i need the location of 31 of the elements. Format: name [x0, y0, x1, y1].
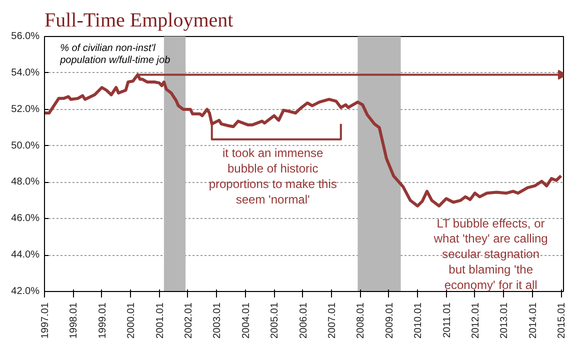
chart-title: Full-Time Employment	[44, 10, 234, 32]
y-tick-label: 44.0%	[11, 250, 40, 261]
x-tick-label: 1997.01	[40, 302, 51, 339]
x-tick-label: 2014.01	[528, 302, 539, 339]
annotation: % of civilian non-inst'l population w/full-time job	[59, 42, 171, 66]
annotation: LT bubble effects, or what 'they' are calling secular stagnation but blaming 'the economy' for it all	[432, 216, 548, 292]
x-tick-label: 2011.01	[442, 302, 453, 338]
x-tick-label: 2001.01	[154, 302, 166, 339]
x-tick-label: 2012.01	[470, 302, 482, 339]
y-tick-label: 52.0%	[11, 104, 40, 115]
y-tick-label: 50.0%	[11, 140, 40, 152]
x-tick-label: 1998.01	[68, 302, 80, 339]
annotation: it took an immense bubble of historic proportions to make this seem 'normal'	[208, 146, 337, 206]
x-tick-label: 2004.01	[240, 302, 252, 339]
x-tick-label: 1999.01	[97, 302, 108, 339]
x-tick-label: 2008.01	[356, 302, 367, 339]
x-tick-label: 2013.01	[499, 302, 510, 339]
x-tick-label: 2006.01	[298, 302, 310, 339]
x-tick-label: 2000.01	[126, 302, 138, 339]
x-tick-label: 2003.01	[212, 302, 224, 339]
x-tick-label: 2007.01	[326, 302, 338, 339]
y-tick-label: 46.0%	[11, 213, 40, 224]
x-tick-label: 2005.01	[270, 302, 281, 339]
x-tick-label: 2009.01	[384, 302, 396, 339]
y-tick-label: 42.0%	[11, 286, 40, 297]
y-tick-label: 48.0%	[11, 176, 40, 188]
x-tick-label: 2010.01	[413, 302, 424, 339]
y-tick-label: 54.0%	[11, 67, 40, 78]
y-tick-label: 56.0%	[11, 31, 40, 42]
x-tick-label: 2015.01	[556, 302, 568, 339]
x-tick-label: 2002.01	[183, 302, 194, 339]
